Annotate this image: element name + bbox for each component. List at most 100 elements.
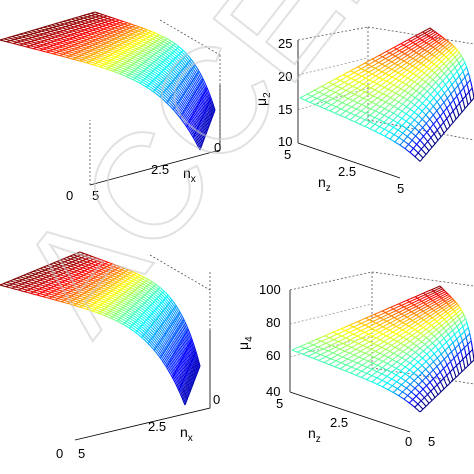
panel-2-mesh-line-1157: [420, 140, 425, 145]
panel-1-mesh-line-1907: [157, 74, 159, 77]
panel-3-mesh-line-35: [184, 321, 189, 330]
panel-2-mesh-line-1098: [364, 112, 368, 115]
panel-2-mesh-line-1697: [442, 45, 445, 48]
panel-3-mesh-line-864: [115, 313, 121, 317]
panel-1-mesh-line-1474: [81, 53, 84, 56]
panel-1-mesh-line-1868: [150, 71, 153, 74]
panel-3-mesh-line-879: [181, 388, 188, 401]
panel-1-mesh-line-905: [128, 72, 134, 76]
panel-1-mesh-line-891: [60, 51, 67, 54]
panel-3-mesh-line-541: [117, 295, 123, 299]
panel-2-mesh-line-752: [447, 72, 451, 76]
panel-2-mesh-line-1250: [366, 85, 370, 88]
panel-2-mesh-line-1398: [442, 120, 446, 126]
panel-2-mesh-line-1299: [393, 91, 397, 94]
panel-1-mesh-line-989: [144, 85, 151, 90]
panel-1-mesh-line-476: [192, 96, 197, 104]
panel-2-mesh-line-710: [441, 73, 445, 77]
panel-2-mesh-line-429: [420, 60, 425, 64]
panel-2-mesh-line-667: [433, 76, 436, 80]
panel-2-mesh-line-1049: [333, 105, 337, 108]
panel-1-mesh-line-1005: [80, 14, 84, 17]
panel-1-mesh-line-1095: [66, 24, 70, 27]
panel-1-mesh-line-1110: [33, 35, 36, 38]
panel-1-mesh-line-1045: [85, 16, 88, 19]
panel-2-mesh-line-1421: [412, 80, 416, 83]
panel-1-mesh-line-585: [143, 60, 149, 64]
panel-2-mesh-line-592: [438, 61, 442, 65]
panel-3-mesh-line-268: [155, 299, 160, 304]
panel-1-mesh-line-759: [198, 130, 205, 141]
panel-3-mesh-line-109: [163, 296, 168, 301]
panel-3-mesh-line-188: [157, 296, 162, 301]
panel-1-mesh-line-1092: [73, 22, 77, 25]
panel-1-mesh-line-1654: [139, 46, 142, 49]
panel-1-mesh-line-832: [164, 90, 171, 96]
panel-1-mesh-line-385: [152, 53, 158, 57]
panel-2-mesh-line-1691: [435, 40, 438, 43]
panel-2-mesh-line-1350: [422, 102, 425, 106]
panel-2-mesh-line-1072: [399, 137, 404, 141]
panel-1-mesh-line-1893: [169, 61, 172, 64]
panel-1-mesh-line-2003: [191, 67, 194, 69]
panel-3-mesh-line-795: [166, 351, 172, 360]
panel-1-mesh-line-106: [169, 44, 173, 48]
panel-1-mesh-line-1493: [120, 38, 123, 41]
panel-3-mesh-line-825: [121, 313, 127, 318]
panel-3-mesh-line-679: [185, 380, 191, 393]
panel-2-mesh-line-830: [449, 84, 453, 88]
panel-2-mesh-line-1685: [428, 35, 431, 38]
panel-1-mesh-line-824: [127, 67, 133, 71]
panel-1-mesh-line-423: [143, 51, 148, 54]
panel-2-mesh-line-696: [415, 101, 418, 105]
panel-2-mesh-line-105: [387, 55, 391, 58]
panel-1-mesh-line-1679: [106, 67, 109, 70]
panel-1-mesh-line-954: [170, 104, 177, 111]
panel-1-mesh-line-2121: [205, 88, 207, 90]
panel-3-mesh-line-509: [150, 312, 155, 317]
panel-1-axes-box: [89, 19, 221, 186]
panel-1-mesh-line-1158: [22, 43, 25, 46]
panel-1-mesh-line-1957: [154, 88, 157, 91]
panel-1-mesh-line-1274: [49, 45, 53, 48]
panel-1-mesh-line-1900: [163, 68, 166, 71]
panel-2-mesh-line-1579: [429, 60, 432, 63]
panel-1-mesh-line-2067: [180, 96, 183, 99]
panel-1-mesh-line-1663: [127, 53, 130, 56]
panel-2-mesh-line-587: [427, 71, 431, 75]
panel-1-mesh-line-2040: [197, 70, 200, 73]
panel-3-mesh-line-751: [150, 329, 156, 335]
panel-2-mesh-line-1132: [353, 100, 357, 103]
panel-2-mesh-line-1519: [453, 113, 457, 120]
panel-1-mesh-line-1741: [140, 56, 143, 59]
panel-2-mesh-line-1437: [443, 113, 447, 118]
panel-2-mesh-line-1214: [370, 94, 374, 97]
panel-1-mesh-line-1694: [144, 48, 146, 51]
panel-2-mesh-line-529: [384, 105, 388, 109]
panel-2-mesh-line-1569: [414, 51, 417, 54]
panel-3-mesh-line-540: [114, 294, 119, 297]
panel-1-mesh-line-709: [155, 74, 161, 79]
panel-2-mesh-line-1298: [391, 90, 394, 93]
panel-1-mesh-line-1028: [25, 31, 29, 33]
panel-2-mesh-line-1068: [388, 130, 392, 134]
panel-1-mesh-line-1702: [134, 55, 137, 58]
panel-1-mesh-line-2103: [188, 100, 191, 103]
panel-1-mesh-line-837: [188, 117, 194, 126]
panel-2-mesh-line-1015: [344, 116, 349, 120]
panel-1-mesh-line-1614: [134, 44, 137, 47]
panel-1-mesh-line-384: [149, 51, 154, 55]
panel-1-mesh-line-421: [135, 47, 140, 51]
panel-1-mesh-line-1322: [121, 23, 124, 26]
panel-2-mesh-line-1172: [359, 96, 363, 99]
panel-2-mesh-line-1268: [409, 108, 413, 111]
panel-2-mesh-line-1636: [458, 89, 462, 94]
panel-3-mesh-line-816: [82, 298, 88, 302]
panel-3-mesh-line-747: [133, 315, 139, 320]
panel-2-mesh-line-821: [434, 102, 438, 105]
panel-2-mesh-line-1433: [435, 100, 439, 105]
panel-1-mesh-line-718: [195, 120, 201, 130]
panel-1-mesh-line-836: [183, 110, 189, 119]
panel-3-mesh-line-621: [114, 298, 119, 302]
panel-2-mesh-line-1666: [449, 60, 452, 63]
